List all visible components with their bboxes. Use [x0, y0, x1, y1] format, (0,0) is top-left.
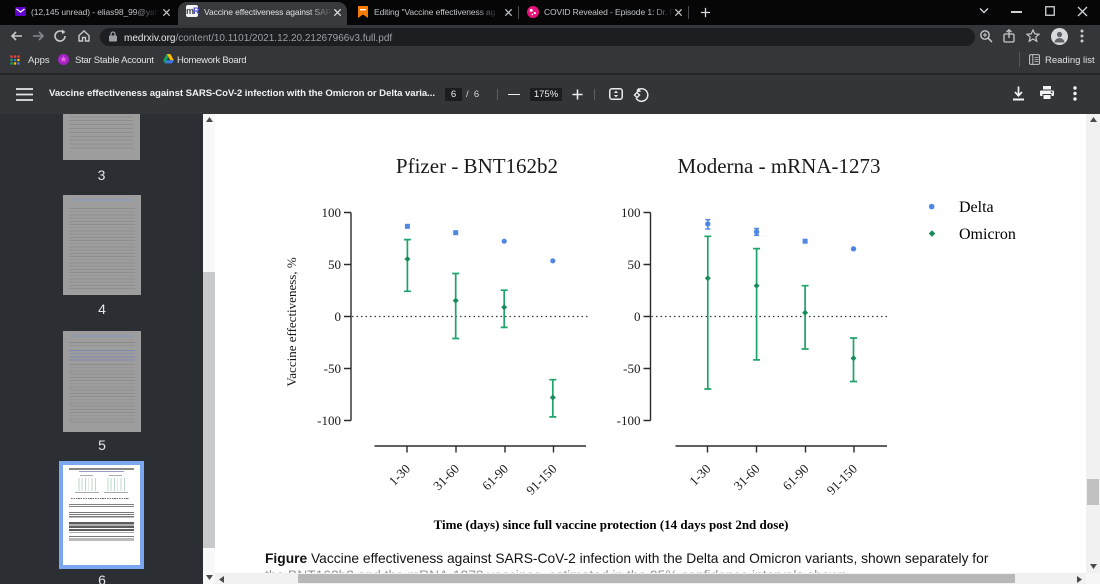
svg-text:31-60: 31-60	[430, 461, 462, 493]
svg-text:Vaccine effectiveness, %: Vaccine effectiveness, %	[284, 257, 299, 387]
svg-text:0: 0	[335, 309, 342, 324]
svg-text:100: 100	[621, 205, 641, 220]
svg-text:50: 50	[628, 257, 641, 272]
svg-text:-100: -100	[617, 413, 641, 428]
svg-text:Delta: Delta	[959, 199, 994, 216]
svg-text:Time (days) since full vaccine: Time (days) since full vaccine protectio…	[434, 517, 789, 532]
svg-text:1-30: 1-30	[686, 461, 713, 488]
svg-text:50: 50	[328, 257, 341, 272]
svg-text:100: 100	[322, 205, 342, 220]
svg-text:0: 0	[634, 309, 641, 324]
svg-text:91-150: 91-150	[823, 461, 860, 498]
svg-text:61-90: 61-90	[479, 461, 511, 493]
svg-text:-50: -50	[324, 361, 341, 376]
svg-text:-50: -50	[623, 361, 640, 376]
svg-text:31-60: 31-60	[731, 461, 763, 493]
svg-text:61-90: 61-90	[780, 461, 812, 493]
svg-text:Pfizer - BNT162b2: Pfizer - BNT162b2	[396, 154, 558, 178]
svg-text:Omicron: Omicron	[959, 226, 1016, 243]
svg-text:-100: -100	[317, 413, 341, 428]
svg-text:1-30: 1-30	[386, 461, 413, 488]
svg-text:91-150: 91-150	[523, 461, 560, 498]
svg-text:Moderna - mRNA-1273: Moderna - mRNA-1273	[678, 154, 881, 178]
